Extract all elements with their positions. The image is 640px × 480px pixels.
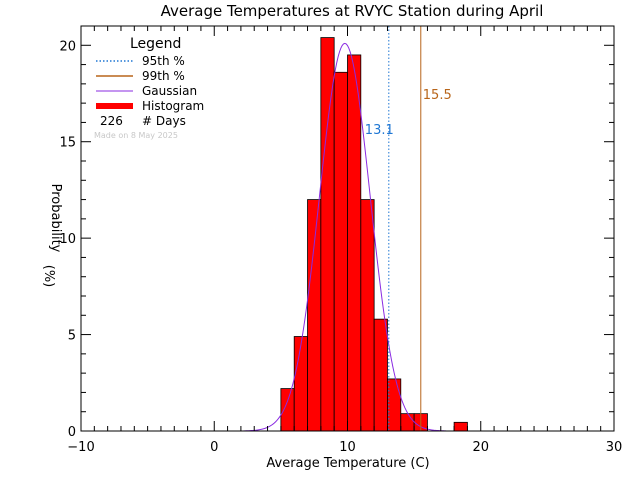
histogram-bar-8	[387, 378, 402, 432]
x-tick-label: 10	[339, 440, 356, 455]
x-tick-label: −10	[67, 440, 94, 455]
histogram-bar-9	[400, 413, 415, 432]
made-on-annotation: Made on 8 May 2025	[94, 131, 178, 140]
legend-label-gaussian: Gaussian	[142, 84, 197, 98]
y-tick-label: 0	[68, 425, 76, 440]
histogram-bar-2	[307, 199, 322, 432]
histogram-bar-5	[347, 54, 362, 432]
legend-label-histogram: Histogram	[142, 99, 204, 113]
y-axis: 0 5 10 15 20	[59, 25, 614, 440]
plot-area: 13.1 15.5	[243, 26, 468, 432]
percentile-label-99th: 15.5	[423, 88, 452, 103]
x-axis: −10 0 10 20 30	[67, 26, 622, 455]
legend-title: Legend	[130, 36, 181, 52]
y-axis-label: Probability	[48, 184, 63, 253]
histogram-bar-6	[360, 199, 375, 432]
chart-title: Average Temperatures at RVYC Station dur…	[161, 2, 544, 20]
x-axis-label: Average Temperature (C)	[266, 456, 429, 471]
y-axis-unit: (%)	[41, 265, 56, 288]
histogram-bar-3	[320, 37, 335, 432]
histogram-bar-7	[373, 318, 388, 432]
percentile-label-95th: 13.1	[365, 123, 394, 138]
histogram-bar-11	[453, 421, 468, 432]
histogram-bar-1	[293, 336, 308, 432]
x-tick-label: 30	[606, 440, 623, 455]
legend-days-label: # Days	[142, 114, 186, 128]
y-tick-label: 10	[59, 232, 76, 247]
histogram-bar-4	[333, 71, 348, 432]
legend-days-count: 226	[100, 114, 123, 128]
histogram-bar-0	[280, 388, 295, 432]
legend-label-99th: 99th %	[142, 69, 185, 83]
y-tick-label: 5	[68, 329, 76, 344]
gaussian-curve	[243, 42, 447, 432]
legend: Legend 95th % 99th % Gaussian Histogram …	[94, 36, 204, 140]
y-tick-label: 15	[59, 136, 76, 151]
x-tick-label: 0	[210, 440, 218, 455]
y-tick-label: 20	[59, 39, 76, 54]
x-tick-label: 20	[472, 440, 489, 455]
legend-label-95th: 95th %	[142, 54, 185, 68]
